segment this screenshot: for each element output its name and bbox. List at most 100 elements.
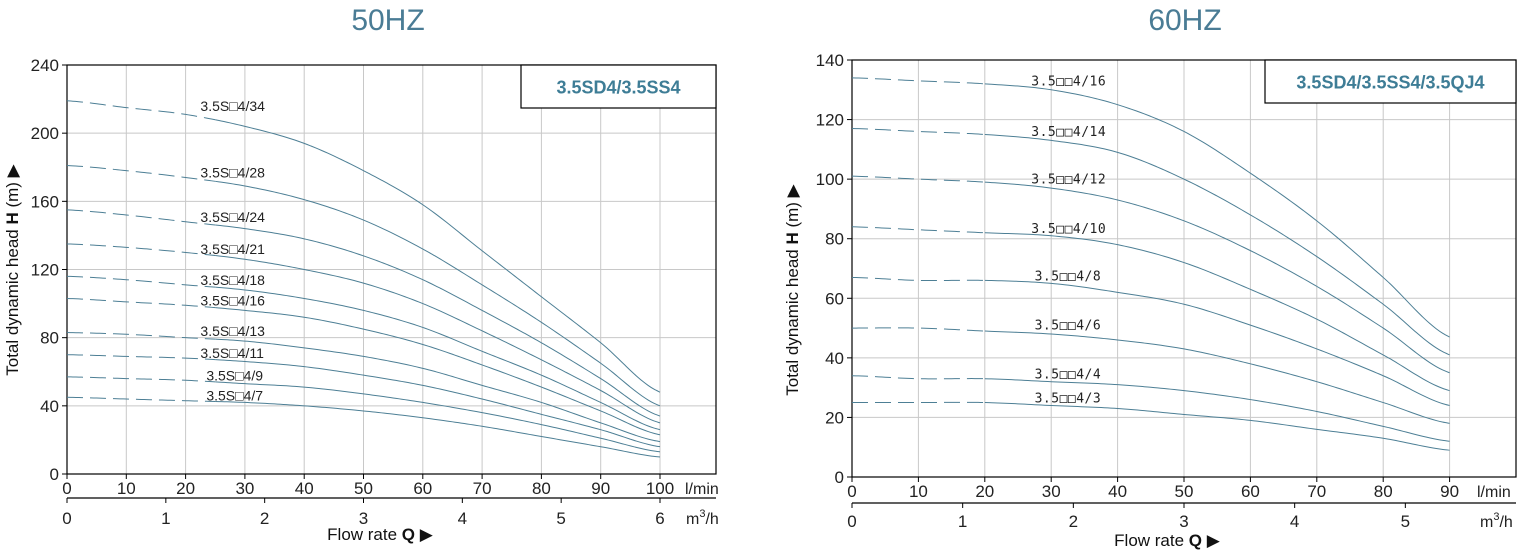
series-line [984, 133, 1450, 356]
x-tick-label: 60 [413, 479, 432, 498]
series-label: 3.5□□4/14 [1031, 125, 1106, 140]
model-box [520, 64, 717, 109]
y-axis-label: Total dynamic head H (m) ▶ [3, 163, 22, 375]
model-box [1264, 59, 1517, 104]
series-dashed-segment [66, 396, 216, 402]
series-line [215, 400, 661, 458]
series-line [984, 402, 1450, 451]
y-tick-label: 80 [825, 230, 844, 249]
y-tick-label: 20 [825, 408, 844, 427]
x-tick-label: 90 [1440, 482, 1459, 501]
chart-60hz: 60HZ3.5SD4/3.5SS4/3.5QJ40204060801001201… [783, 4, 1517, 550]
series-label: 3.5□□4/8 [1035, 269, 1102, 284]
series-label: 3.5S□4/24 [200, 209, 265, 225]
x2-tick-label: 4 [458, 509, 467, 528]
series-label: 3.5S□4/18 [200, 272, 265, 288]
series-line [984, 378, 1450, 442]
x-tick-label: 30 [235, 479, 254, 498]
x-tick-label: 10 [117, 479, 136, 498]
x2-tick-label: 3 [1179, 512, 1188, 531]
x2-tick-label: 3 [359, 509, 368, 528]
series-label: 3.5S□4/7 [206, 388, 263, 404]
y-tick-label: 200 [31, 124, 59, 143]
series-line [984, 330, 1450, 424]
series-label: 3.5S□4/34 [200, 98, 265, 114]
x-tick-label: 70 [473, 479, 492, 498]
series-dashed-segment [66, 209, 216, 226]
x-tick-label: 80 [1374, 482, 1393, 501]
x2-tick-label: 2 [260, 509, 269, 528]
y-tick-label: 160 [31, 192, 59, 211]
x-tick-label: 60 [1241, 482, 1260, 501]
y-axis-label: Total dynamic head H (m) ▶ [783, 183, 802, 395]
x-tick-label: 50 [1175, 482, 1194, 501]
series-label: 3.5□□4/4 [1035, 368, 1102, 383]
x2-tick-label: 6 [655, 509, 664, 528]
y-tick-label: 240 [31, 56, 59, 75]
series-label: 3.5S□4/9 [206, 367, 263, 383]
x2-tick-label: 5 [556, 509, 565, 528]
series-line [215, 180, 661, 407]
x-tick-label: 20 [975, 482, 994, 501]
series-dashed-segment [66, 243, 216, 257]
x2-unit-label: m3/h [1480, 511, 1513, 531]
series-label: 3.5S□4/16 [200, 292, 265, 308]
series-label: 3.5S□4/13 [200, 323, 265, 339]
y-tick-label: 40 [825, 349, 844, 368]
x2-tick-label: 0 [847, 512, 856, 531]
model-label: 3.5SD4/3.5SS4/3.5QJ4 [1296, 73, 1484, 93]
chart-title: 60HZ [1148, 4, 1221, 37]
series-dashed-segment [66, 354, 216, 361]
x2-tick-label: 0 [62, 509, 71, 528]
series-label: 3.5□□4/10 [1031, 222, 1106, 237]
series-label: 3.5□□4/16 [1031, 74, 1106, 89]
x-tick-label: 50 [354, 479, 373, 498]
y-tick-label: 120 [816, 111, 844, 130]
x2-tick-label: 4 [1290, 512, 1299, 531]
series-line [984, 232, 1450, 392]
y-tick-label: 60 [825, 289, 844, 308]
y-tick-label: 140 [816, 51, 844, 70]
x-tick-label: 90 [591, 479, 610, 498]
series-dashed-segment [66, 165, 216, 182]
series-label: 3.5□□4/12 [1031, 173, 1106, 188]
x2-tick-label: 1 [958, 512, 967, 531]
y-tick-label: 0 [835, 468, 844, 487]
series-dashed-segment [66, 332, 216, 340]
series-label: 3.5S□4/28 [200, 164, 265, 180]
model-label: 3.5SD4/3.5SS4 [556, 78, 680, 98]
y-tick-label: 120 [31, 261, 59, 280]
x-tick-label: 30 [1042, 482, 1061, 501]
x2-unit-label: m3/h [686, 508, 719, 528]
series-line [215, 381, 661, 453]
x-axis-label: Flow rate Q ▶ [1114, 531, 1221, 550]
x2-tick-label: 5 [1401, 512, 1410, 531]
x-tick-label: 0 [847, 482, 856, 501]
y-tick-label: 0 [50, 465, 59, 484]
y-tick-label: 80 [40, 329, 59, 348]
series-line [984, 83, 1450, 338]
x-tick-label: 40 [295, 479, 314, 498]
x-axis-label: Flow rate Q ▶ [327, 525, 434, 544]
x-tick-label: 40 [1108, 482, 1127, 501]
series-label: 3.5□□4/6 [1035, 319, 1102, 334]
x-tick-label: 80 [532, 479, 551, 498]
series-line [984, 181, 1450, 374]
series-line [215, 286, 661, 431]
x-tick-label: 10 [909, 482, 928, 501]
series-dashed-segment [66, 376, 216, 383]
x-tick-label: 100 [646, 479, 674, 498]
series-label: 3.5□□4/3 [1035, 392, 1102, 407]
x-tick-label: 20 [176, 479, 195, 498]
series-dashed-segment [66, 100, 216, 121]
series-line [984, 279, 1450, 406]
series-line [215, 119, 661, 393]
series-dashed-segment [66, 275, 216, 288]
series-line [215, 359, 661, 448]
series-line [215, 224, 661, 417]
x-tick-label: 0 [62, 479, 71, 498]
series-line [215, 307, 661, 436]
y-tick-label: 40 [40, 397, 59, 416]
